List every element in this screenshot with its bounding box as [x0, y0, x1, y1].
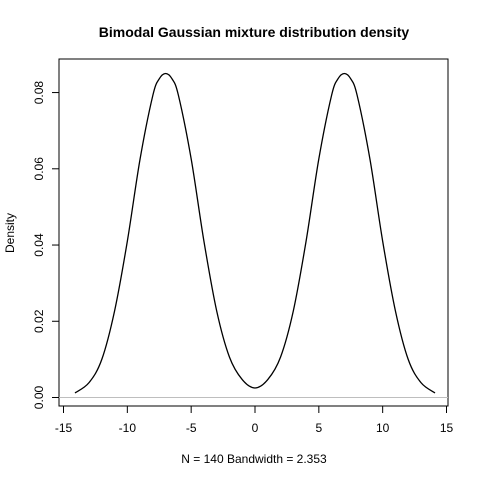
y-tick-label: 0.02 — [32, 309, 46, 333]
y-axis: 0.00 0.02 0.04 0.06 0.08 — [32, 81, 60, 409]
x-tick-label: -15 — [55, 421, 73, 435]
x-axis: -15 -10 -5 0 5 10 15 — [55, 405, 454, 435]
x-tick-label: 0 — [252, 421, 259, 435]
x-tick-label: 5 — [315, 421, 322, 435]
chart-title: Bimodal Gaussian mixture distribution de… — [99, 24, 410, 40]
x-tick-label: -5 — [186, 421, 197, 435]
y-tick-label: 0.00 — [32, 385, 46, 409]
x-tick-label: 10 — [376, 421, 390, 435]
x-tick-label: -10 — [119, 421, 137, 435]
y-axis-label: Density — [3, 213, 17, 253]
x-tick-label: 15 — [440, 421, 454, 435]
density-curve — [74, 72, 436, 394]
plot-box — [58, 58, 449, 407]
y-tick-label: 0.04 — [32, 233, 46, 257]
y-tick-label: 0.08 — [32, 81, 46, 105]
y-tick-label: 0.06 — [32, 157, 46, 181]
x-axis-label: N = 140 Bandwidth = 2.353 — [181, 452, 327, 466]
